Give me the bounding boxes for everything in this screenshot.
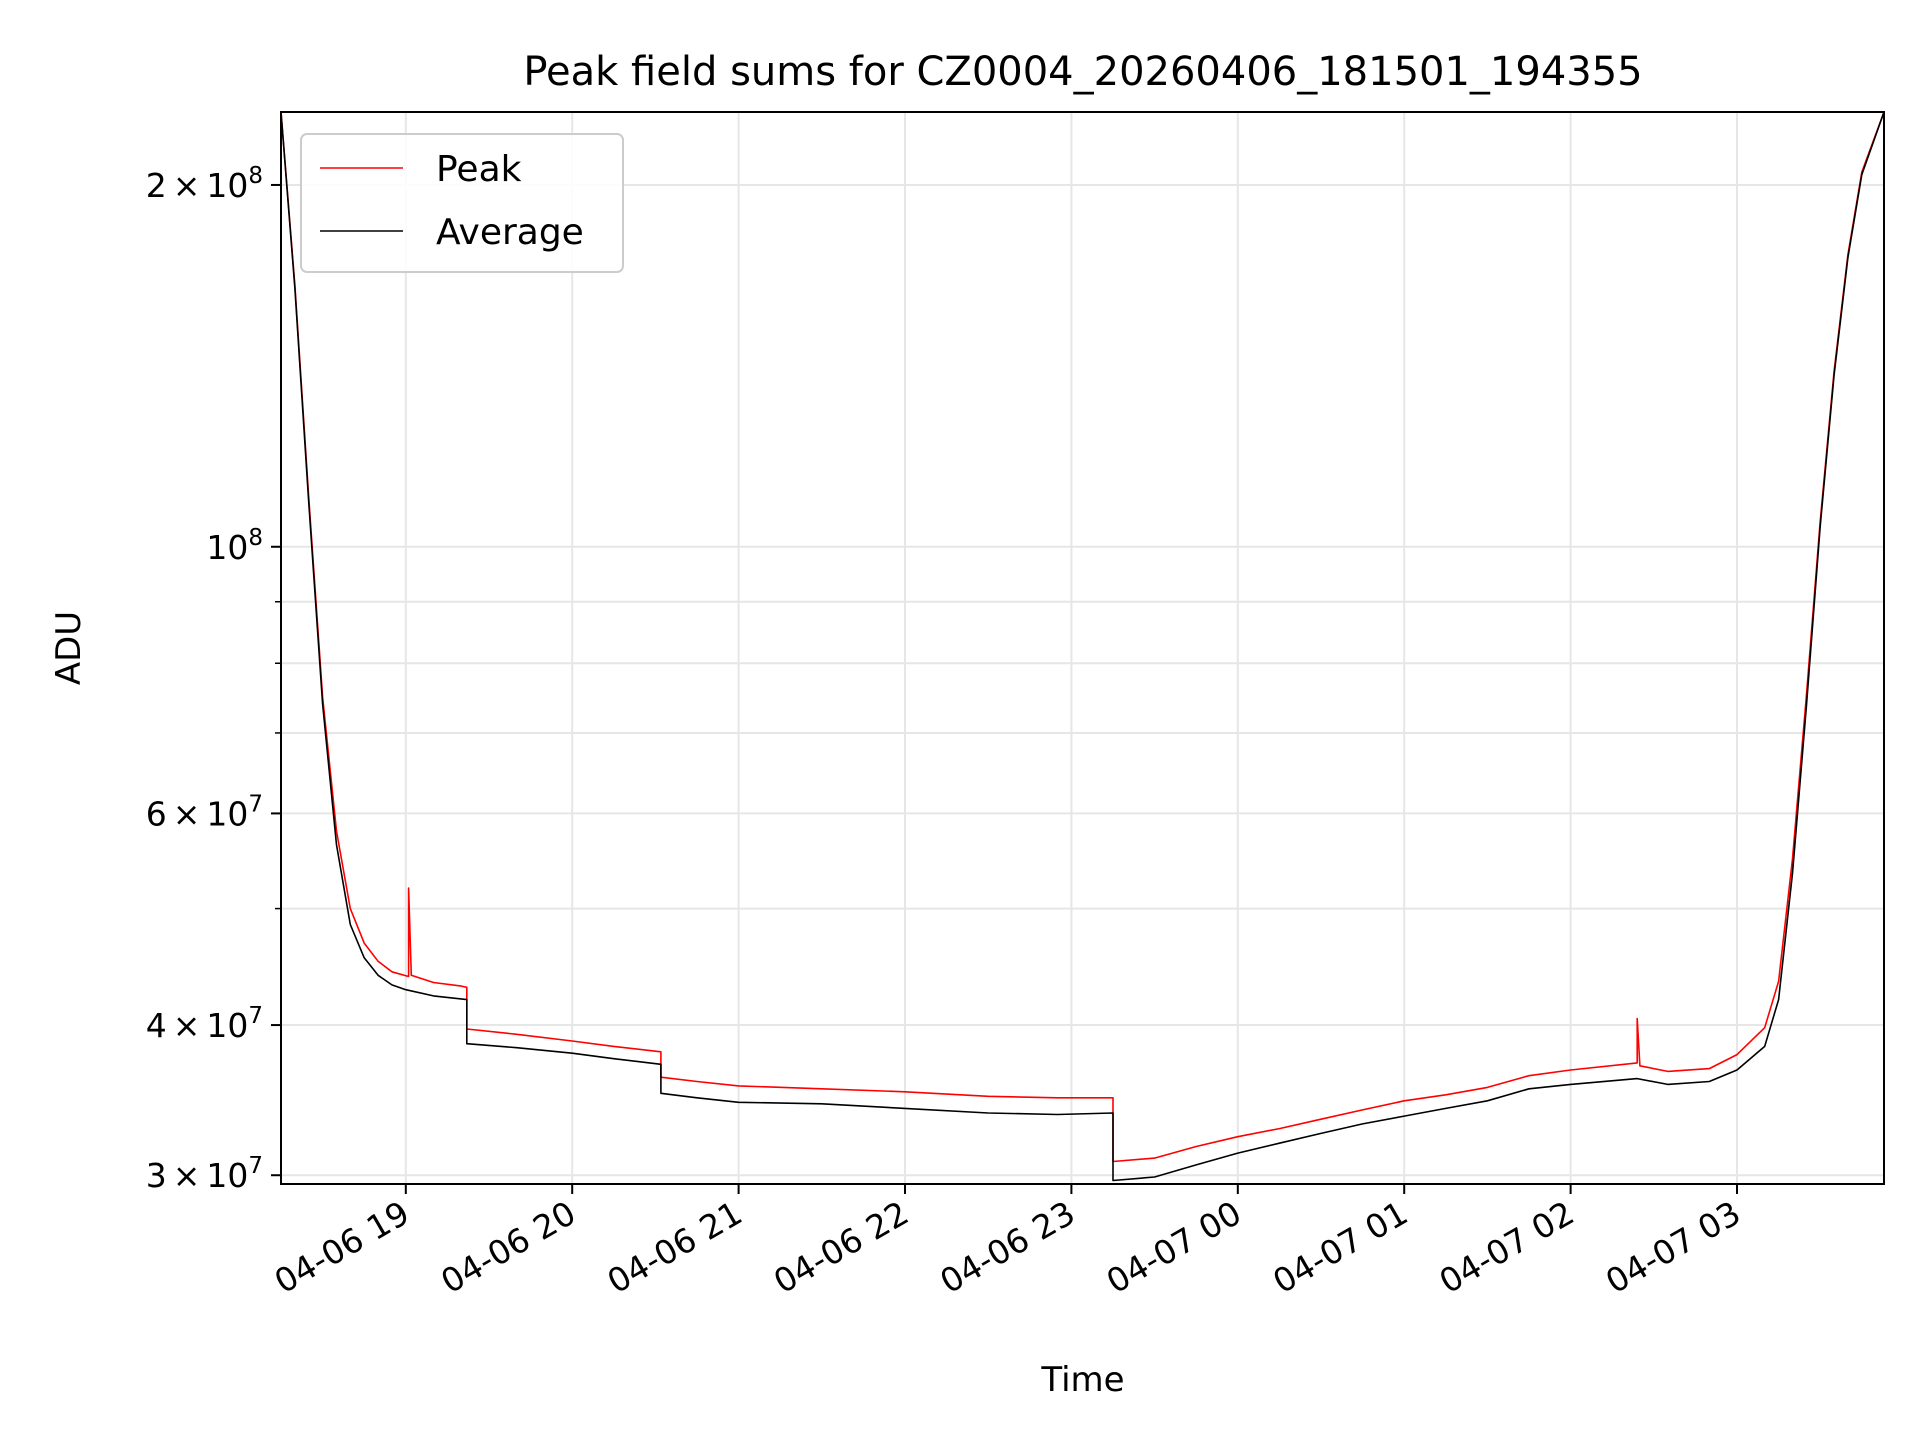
y-tick-label: 3 × 107: [146, 1153, 263, 1195]
chart-title: Peak field sums for CZ0004_20260406_1815…: [523, 49, 1642, 95]
y-tick-text: 6: [146, 794, 167, 833]
y-tick-text: 10: [206, 1156, 248, 1195]
y-tick-text: 10: [206, 1006, 248, 1045]
y-tick-label: 108: [206, 525, 263, 567]
y-tick-exponent: 7: [248, 1003, 263, 1029]
y-tick-exponent: 8: [248, 525, 263, 551]
y-tick-label: 4 × 107: [146, 1003, 263, 1045]
y-tick-exponent: 7: [248, 1153, 263, 1179]
grid-lines: [281, 112, 1884, 1184]
y-tick-exponent: 7: [248, 791, 263, 817]
y-tick-text: 3: [146, 1156, 167, 1195]
y-tick-text: 2: [146, 166, 167, 205]
y-tick-text: 10: [206, 528, 248, 567]
y-tick-text: ×: [173, 1006, 201, 1045]
x-axis-label: Time: [1040, 1360, 1124, 1400]
y-tick-label: 2 × 108: [146, 163, 263, 205]
legend: Peak Average: [300, 133, 624, 273]
series-line-average: [281, 112, 1884, 1182]
legend-label-average: Average: [436, 212, 584, 253]
plot-frame: [280, 111, 1885, 1185]
y-axis-label: ADU: [49, 611, 89, 685]
y-tick-text: 4: [146, 1006, 167, 1045]
y-tick-text: 10: [206, 166, 248, 205]
y-tick-label: 6 × 107: [146, 791, 263, 833]
y-tick-text: ×: [173, 1156, 201, 1195]
series-line-peak: [281, 112, 1884, 1163]
y-tick-text: ×: [173, 794, 201, 833]
legend-label-peak: Peak: [436, 149, 522, 190]
y-tick-text: ×: [173, 166, 201, 205]
series-layer: [281, 112, 1884, 1182]
y-tick-exponent: 8: [248, 163, 263, 189]
y-tick-text: 10: [206, 794, 248, 833]
